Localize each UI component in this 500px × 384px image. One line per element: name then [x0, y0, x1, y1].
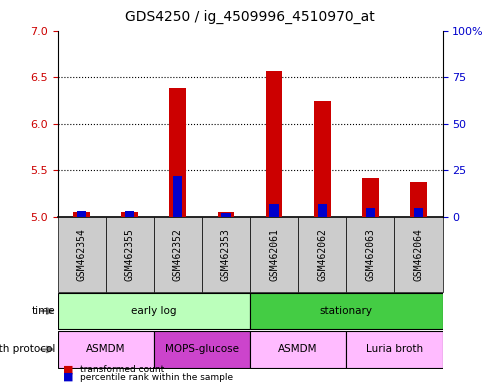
Text: GSM462062: GSM462062	[317, 228, 327, 281]
FancyBboxPatch shape	[58, 217, 106, 292]
Bar	[77, 211, 86, 217]
Bar	[266, 71, 282, 217]
Bar	[270, 204, 278, 217]
Bar	[73, 212, 90, 217]
Text: GDS4250 / ig_4509996_4510970_at: GDS4250 / ig_4509996_4510970_at	[125, 10, 375, 24]
Text: GSM462061: GSM462061	[269, 228, 279, 281]
FancyBboxPatch shape	[346, 217, 395, 292]
Bar	[410, 182, 427, 217]
Text: GSM462355: GSM462355	[124, 228, 134, 281]
Text: ■: ■	[62, 364, 73, 374]
Text: GSM462353: GSM462353	[221, 228, 231, 281]
Text: ASMDM: ASMDM	[86, 344, 126, 354]
Text: percentile rank within the sample: percentile rank within the sample	[80, 373, 233, 382]
Text: ASMDM: ASMDM	[278, 344, 318, 354]
Text: GSM462064: GSM462064	[414, 228, 424, 281]
Bar	[222, 213, 230, 217]
Bar	[318, 204, 327, 217]
Text: GSM462063: GSM462063	[366, 228, 376, 281]
Text: Luria broth: Luria broth	[366, 344, 423, 354]
Bar	[414, 208, 423, 217]
Bar	[122, 212, 138, 217]
FancyBboxPatch shape	[250, 293, 442, 329]
FancyBboxPatch shape	[298, 217, 346, 292]
Text: ■: ■	[62, 372, 73, 382]
FancyBboxPatch shape	[106, 217, 154, 292]
FancyBboxPatch shape	[154, 217, 202, 292]
Bar	[314, 101, 330, 217]
Text: growth protocol: growth protocol	[0, 344, 55, 354]
Text: MOPS-glucose: MOPS-glucose	[165, 344, 239, 354]
Bar	[173, 176, 182, 217]
Text: early log: early log	[131, 306, 176, 316]
FancyBboxPatch shape	[394, 217, 442, 292]
FancyBboxPatch shape	[250, 217, 298, 292]
FancyBboxPatch shape	[58, 293, 250, 329]
Bar	[218, 212, 234, 217]
Text: GSM462352: GSM462352	[173, 228, 183, 281]
Text: transformed count: transformed count	[80, 366, 164, 374]
FancyBboxPatch shape	[154, 331, 250, 368]
Bar	[366, 208, 375, 217]
FancyBboxPatch shape	[346, 331, 442, 368]
Bar	[362, 178, 378, 217]
Bar	[125, 211, 134, 217]
Text: GSM462354: GSM462354	[76, 228, 86, 281]
Text: time: time	[32, 306, 55, 316]
Text: stationary: stationary	[320, 306, 373, 316]
FancyBboxPatch shape	[250, 331, 346, 368]
FancyBboxPatch shape	[202, 217, 250, 292]
Bar	[170, 88, 186, 217]
FancyBboxPatch shape	[58, 331, 154, 368]
